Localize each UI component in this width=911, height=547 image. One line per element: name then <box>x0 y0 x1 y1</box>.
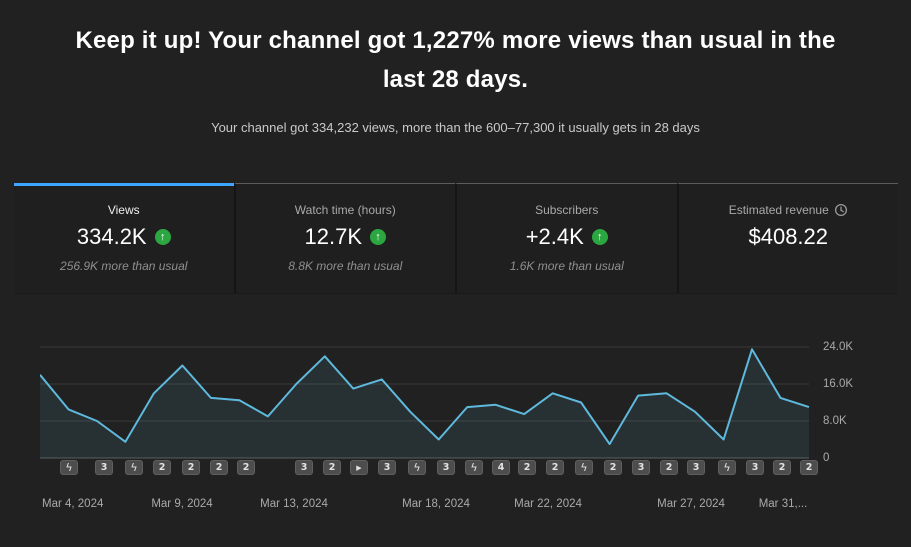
x-axis-label: Mar 31,... <box>758 498 808 510</box>
video-marker-count[interactable]: 3 <box>746 460 764 475</box>
subscribers-value: +2.4K <box>525 224 584 249</box>
video-marker-count[interactable]: 2 <box>182 460 200 475</box>
metric-tabs: Views 334.2K ↑ 256.9K more than usual Wa… <box>14 183 898 294</box>
x-axis-label: Mar 22, 2024 <box>514 498 582 510</box>
video-marker-count[interactable]: 2 <box>153 460 171 475</box>
x-axis-label: Mar 13, 2024 <box>260 498 328 510</box>
subscribers-delta: 1.6K more than usual <box>509 259 624 273</box>
tab-watch-time-label: Watch time (hours) <box>294 203 396 217</box>
video-marker-shorts-icon[interactable]: ϟ <box>575 460 593 475</box>
tab-subscribers[interactable]: Subscribers +2.4K ↑ 1.6K more than usual <box>455 183 677 293</box>
video-marker-count[interactable]: 2 <box>546 460 564 475</box>
video-marker-count[interactable]: 3 <box>295 460 313 475</box>
video-marker-count[interactable]: 2 <box>237 460 255 475</box>
video-marker-count[interactable]: 3 <box>437 460 455 475</box>
views-value: 334.2K <box>76 224 147 249</box>
video-marker-play-icon[interactable]: ▶ <box>350 460 368 475</box>
x-axis-label: Mar 18, 2024 <box>402 498 470 510</box>
trend-up-icon: ↑ <box>370 229 386 245</box>
video-marker-count[interactable]: 2 <box>210 460 228 475</box>
video-markers-row: ϟ 3 ϟ 2 2 2 2 3 2 ▶ 3 ϟ 3 ϟ 4 2 2 ϟ 2 3 2 3 ϟ 3 2 2 <box>40 460 830 478</box>
video-marker-count[interactable]: 2 <box>518 460 536 475</box>
x-axis-labels: Mar 4, 2024 Mar 9, 2024 Mar 13, 2024 Mar 18… <box>40 498 860 514</box>
video-marker-shorts-icon[interactable]: ϟ <box>408 460 426 475</box>
x-axis-label: Mar 4, 2024 <box>42 498 104 510</box>
views-line <box>40 348 810 446</box>
line-chart <box>40 346 810 459</box>
video-marker-shorts-icon[interactable]: ϟ <box>465 460 483 475</box>
video-marker-count[interactable]: 2 <box>660 460 678 475</box>
watch-time-delta: 8.8K more than usual <box>288 259 403 273</box>
video-marker-count[interactable]: 3 <box>378 460 396 475</box>
page-subtitle: Your channel got 334,232 views, more tha… <box>211 120 700 135</box>
y-axis-tick: 8.0K <box>823 415 847 427</box>
page-title: Keep it up! Your channel got 1,227% more… <box>75 27 836 93</box>
video-marker-count[interactable]: 2 <box>323 460 341 475</box>
trend-up-icon: ↑ <box>591 229 608 245</box>
estimated-revenue-value: $408.22 <box>748 224 829 249</box>
trend-up-icon: ↑ <box>154 229 171 245</box>
watch-time-value: 12.7K <box>304 224 363 249</box>
tab-estimated-revenue[interactable]: Estimated revenue $408.22 <box>676 183 898 293</box>
views-area <box>40 349 809 458</box>
video-marker-shorts-icon[interactable]: ϟ <box>125 460 143 475</box>
tab-views[interactable]: Views 334.2K ↑ 256.9K more than usual <box>14 183 234 293</box>
x-axis-label: Mar 9, 2024 <box>151 498 213 510</box>
x-axis-label: Mar 27, 2024 <box>657 498 725 510</box>
video-marker-count[interactable]: 2 <box>800 460 818 475</box>
tab-views-label: Views <box>107 203 140 217</box>
tab-estimated-revenue-label: Estimated revenue <box>728 203 829 217</box>
video-marker-count[interactable]: 3 <box>632 460 650 475</box>
views-delta: 256.9K more than usual <box>60 259 188 273</box>
video-marker-count[interactable]: 3 <box>95 460 113 475</box>
video-marker-shorts-icon[interactable]: ϟ <box>60 460 78 475</box>
video-marker-count[interactable]: 4 <box>492 460 510 475</box>
video-marker-shorts-icon[interactable]: ϟ <box>718 460 736 475</box>
video-marker-count[interactable]: 2 <box>773 460 791 475</box>
y-axis-tick: 16.0K <box>823 378 854 390</box>
tab-subscribers-label: Subscribers <box>535 203 599 217</box>
y-axis-tick: 24.0K <box>823 341 854 353</box>
video-marker-count[interactable]: 2 <box>604 460 622 475</box>
clock-icon <box>834 203 847 217</box>
y-axis: 0 8.0K 16.0K 24.0K <box>823 341 883 470</box>
video-marker-count[interactable]: 3 <box>687 460 705 475</box>
y-axis-tick: 0 <box>823 452 830 464</box>
tab-watch-time[interactable]: Watch time (hours) 12.7K ↑ 8.8K more tha… <box>233 183 455 293</box>
